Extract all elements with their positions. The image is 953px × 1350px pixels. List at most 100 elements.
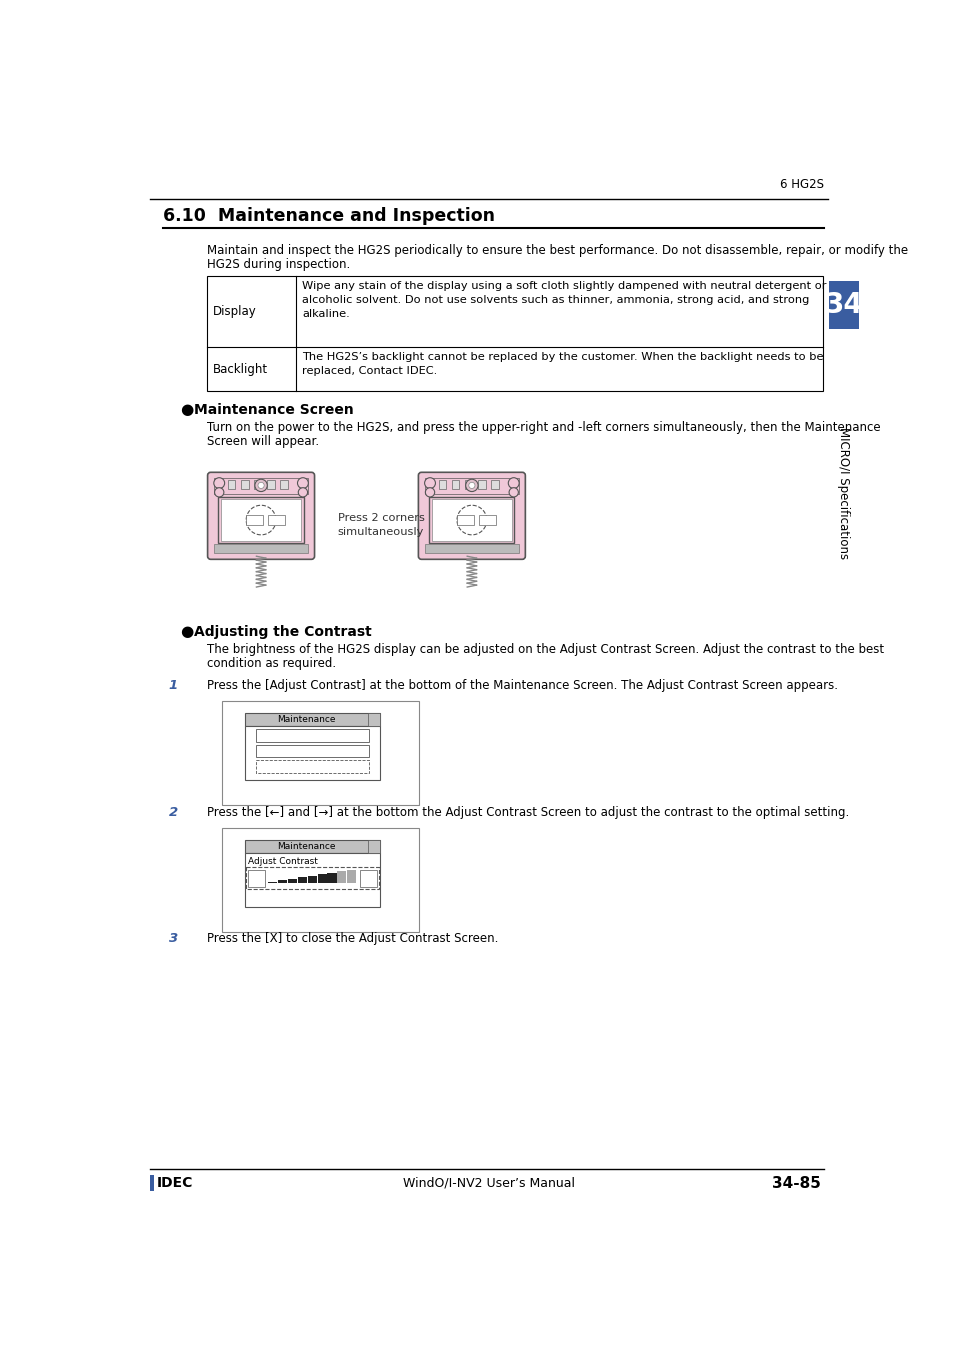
Text: MICRO/I Specifications: MICRO/I Specifications — [837, 427, 849, 559]
Text: The brightness of the HG2S display can be adjusted on the Adjust Contrast Screen: The brightness of the HG2S display can b… — [207, 643, 883, 656]
Text: Press the [X] to close the Adjust Contrast Screen.: Press the [X] to close the Adjust Contra… — [207, 931, 497, 945]
Text: Device Monitor: Device Monitor — [280, 747, 345, 756]
Bar — [288, 879, 296, 883]
FancyBboxPatch shape — [418, 472, 525, 559]
Text: Maintenance: Maintenance — [277, 842, 335, 850]
Text: 34-85: 34-85 — [771, 1176, 820, 1191]
Bar — [360, 869, 377, 887]
Text: The HG2S’s backlight cannot be replaced by the customer. When the backlight need: The HG2S’s backlight cannot be replaced … — [302, 352, 822, 377]
Bar — [452, 481, 459, 489]
Circle shape — [213, 478, 224, 489]
Text: Adjusting the Contrast: Adjusting the Contrast — [193, 625, 371, 639]
Text: 1: 1 — [169, 679, 178, 693]
Circle shape — [468, 482, 475, 489]
Text: Display: Display — [213, 305, 256, 317]
Bar — [424, 478, 518, 494]
Circle shape — [465, 479, 477, 491]
Bar — [327, 872, 336, 883]
Bar — [297, 878, 307, 883]
Bar — [248, 869, 265, 887]
Bar — [246, 867, 378, 888]
Bar — [491, 481, 498, 489]
Text: Press the [←] and [→] at the bottom the Adjust Contrast Screen to adjust the con: Press the [←] and [→] at the bottom the … — [207, 806, 848, 818]
Bar — [280, 481, 288, 489]
FancyBboxPatch shape — [208, 472, 314, 559]
Circle shape — [508, 478, 518, 489]
Bar — [213, 478, 308, 494]
Text: Screen will appear.: Screen will appear. — [207, 435, 318, 448]
Bar — [207, 275, 822, 392]
Bar — [256, 745, 369, 757]
Text: ←: ← — [253, 873, 260, 883]
Bar — [245, 726, 380, 780]
Text: 3: 3 — [169, 931, 178, 945]
Bar — [477, 481, 485, 489]
Bar — [221, 828, 418, 931]
Bar — [245, 840, 380, 853]
Text: Maintain and inspect the HG2S periodically to ensure the best performance. Do no: Maintain and inspect the HG2S periodical… — [207, 244, 907, 258]
Bar — [828, 281, 858, 329]
Circle shape — [257, 482, 264, 489]
Text: 34: 34 — [823, 292, 862, 319]
Text: x: x — [372, 842, 376, 850]
Circle shape — [425, 487, 435, 497]
Text: HG2S during inspection.: HG2S during inspection. — [207, 258, 350, 271]
Text: ●: ● — [179, 624, 193, 639]
Bar — [368, 840, 380, 853]
Circle shape — [297, 478, 308, 489]
Bar — [253, 481, 261, 489]
Text: 6.10  Maintenance and Inspection: 6.10 Maintenance and Inspection — [163, 207, 495, 225]
Text: Backlight: Backlight — [213, 363, 268, 375]
Circle shape — [214, 487, 224, 497]
Text: Press the [Adjust Contrast] at the bottom of the Maintenance Screen. The Adjust : Press the [Adjust Contrast] at the botto… — [207, 679, 837, 693]
Text: Press 2 corners: Press 2 corners — [337, 513, 424, 522]
Text: →: → — [364, 873, 373, 883]
Text: Wipe any stain of the display using a soft cloth slightly dampened with neutral : Wipe any stain of the display using a so… — [302, 281, 826, 320]
Text: ●: ● — [179, 402, 193, 417]
Bar — [256, 729, 369, 741]
Text: Turn on the power to the HG2S, and press the upper-right and -left corners simul: Turn on the power to the HG2S, and press… — [207, 421, 880, 435]
Bar — [267, 481, 274, 489]
Bar — [438, 481, 446, 489]
Bar — [277, 880, 287, 883]
Text: Adjust Contrast: Adjust Contrast — [248, 856, 317, 865]
Text: simultaneously: simultaneously — [337, 526, 424, 536]
Text: Maintenance Screen: Maintenance Screen — [193, 402, 353, 417]
Text: 2: 2 — [169, 806, 178, 818]
Bar — [256, 760, 369, 772]
Text: Maintenance: Maintenance — [277, 716, 335, 724]
Bar — [464, 481, 472, 489]
Bar — [368, 713, 380, 726]
Bar — [478, 516, 496, 525]
Bar — [220, 500, 301, 541]
Bar — [347, 869, 356, 883]
Bar — [337, 871, 346, 883]
Bar — [317, 875, 326, 883]
Bar — [228, 481, 235, 489]
Bar — [245, 853, 380, 907]
Bar — [213, 544, 308, 554]
Circle shape — [424, 478, 435, 489]
Text: WindO/I-NV2 User’s Manual: WindO/I-NV2 User’s Manual — [402, 1176, 575, 1189]
Bar — [246, 516, 262, 525]
Text: Adjust Contrast: Adjust Contrast — [279, 761, 346, 771]
Bar — [150, 1176, 154, 1191]
Bar — [424, 544, 518, 554]
Bar — [221, 701, 418, 805]
Text: IDEC: IDEC — [157, 1176, 193, 1189]
Bar — [268, 516, 285, 525]
Circle shape — [298, 487, 307, 497]
Bar — [431, 500, 512, 541]
Text: condition as required.: condition as required. — [207, 657, 335, 670]
Circle shape — [509, 487, 517, 497]
Bar — [218, 497, 303, 543]
Bar — [456, 516, 473, 525]
Bar — [241, 481, 249, 489]
Text: 6 HG2S: 6 HG2S — [780, 178, 823, 192]
Text: System Mode: System Mode — [283, 732, 341, 740]
Bar — [429, 497, 514, 543]
Bar — [245, 713, 380, 726]
Bar — [307, 876, 316, 883]
Text: x: x — [372, 716, 376, 724]
Circle shape — [254, 479, 267, 491]
